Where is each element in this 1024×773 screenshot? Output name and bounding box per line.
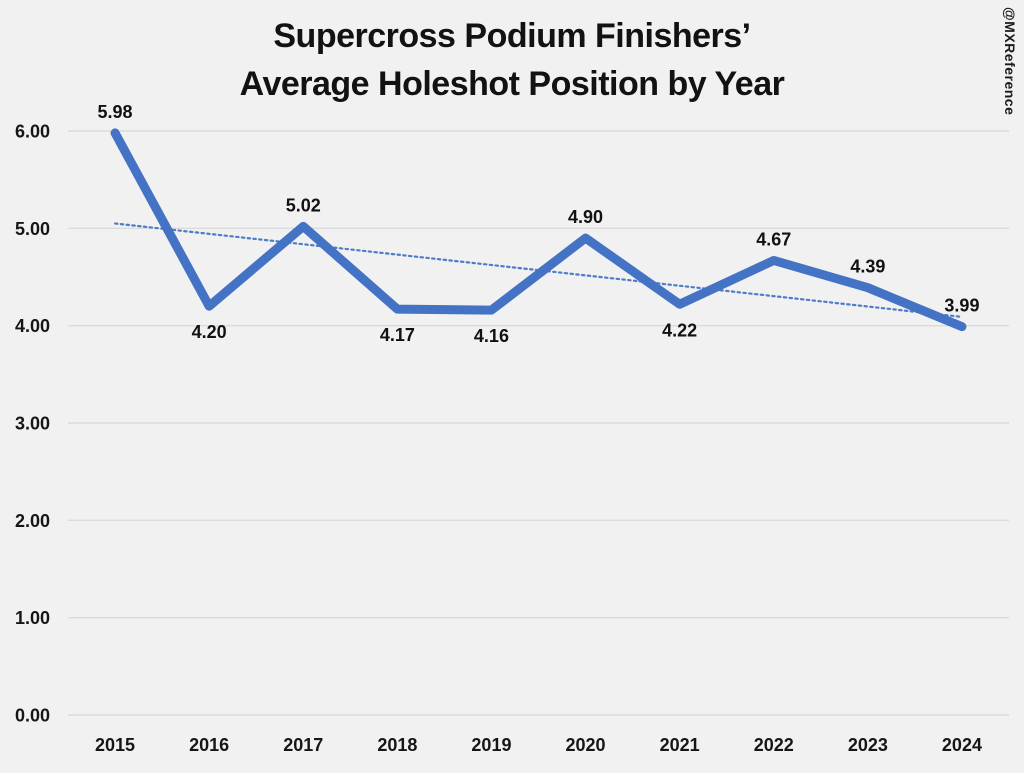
series-line <box>110 128 967 332</box>
y-axis-tick-label: 4.00 <box>15 316 50 336</box>
data-point-label: 4.20 <box>192 322 227 342</box>
x-axis-tick-label: 2020 <box>566 735 606 755</box>
y-axis-tick-label: 5.00 <box>15 219 50 239</box>
y-axis-tick-label: 0.00 <box>15 706 50 726</box>
data-point-label: 4.22 <box>662 320 697 340</box>
data-point-label: 4.67 <box>756 229 791 249</box>
data-point-label: 4.90 <box>568 207 603 227</box>
chart-title: Supercross Podium Finishers’ Average Hol… <box>0 12 1024 108</box>
chart-title-line2: Average Holeshot Position by Year <box>239 65 785 103</box>
x-axis-tick-label: 2016 <box>189 735 229 755</box>
x-axis-tick-label: 2017 <box>283 735 323 755</box>
chart-title-line1: Supercross Podium Finishers’ <box>273 17 751 55</box>
x-axis-tick-label: 2023 <box>848 735 888 755</box>
x-axis-tick-label: 2021 <box>660 735 700 755</box>
x-axis-tick-label: 2022 <box>754 735 794 755</box>
data-point-label: 5.02 <box>286 195 321 215</box>
x-axis-tick-label: 2018 <box>377 735 417 755</box>
y-axis-tick-label: 6.00 <box>15 122 50 142</box>
x-axis-tick-label: 2015 <box>95 735 135 755</box>
x-axis-tick-label: 2019 <box>471 735 511 755</box>
data-point-label: 5.98 <box>98 102 133 122</box>
data-point-label: 4.39 <box>850 257 885 277</box>
data-point-label: 4.16 <box>474 326 509 346</box>
x-axis-tick-label: 2024 <box>942 735 982 755</box>
data-point-label: 3.99 <box>944 296 979 316</box>
y-axis-tick-label: 1.00 <box>15 608 50 628</box>
data-point-label: 4.17 <box>380 325 415 345</box>
watermark-handle: @MXReference <box>1002 7 1018 116</box>
y-axis-tick-label: 3.00 <box>15 414 50 434</box>
y-axis-tick-label: 2.00 <box>15 511 50 531</box>
